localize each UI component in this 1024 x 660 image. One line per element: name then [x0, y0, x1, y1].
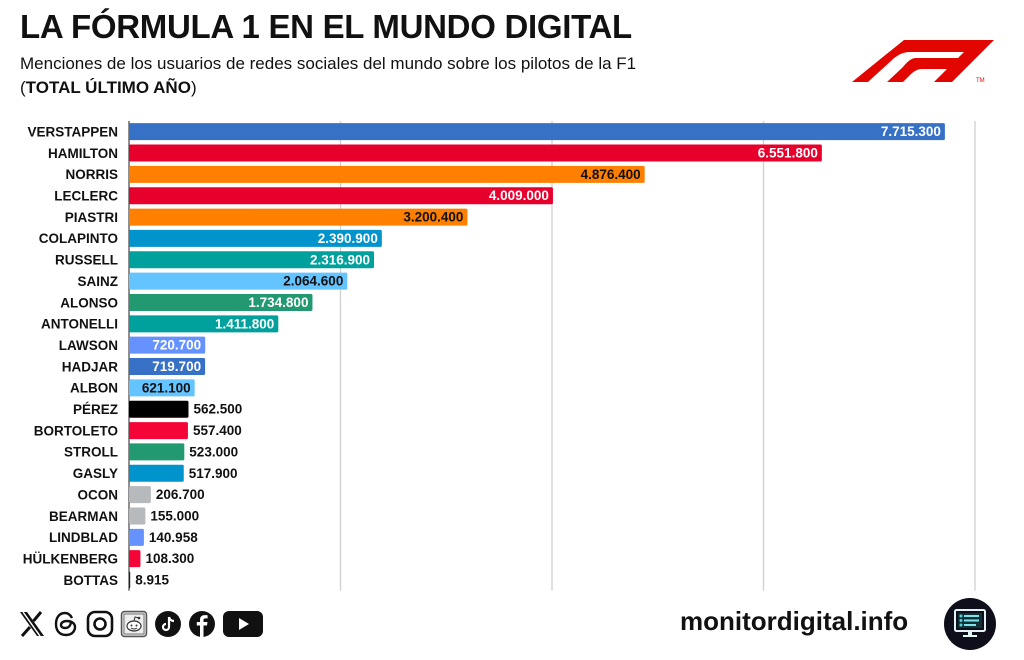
- data-label: 557.400: [193, 423, 242, 438]
- subtitle-period-open: (: [20, 78, 26, 97]
- reddit-icon[interactable]: [119, 609, 149, 639]
- bar: [129, 422, 188, 440]
- data-label: 7.715.300: [881, 124, 941, 139]
- category-label: ALBON: [70, 381, 118, 396]
- category-label: COLAPINTO: [39, 231, 118, 246]
- data-label: 2.064.600: [283, 274, 343, 289]
- data-label: 4.876.400: [581, 167, 641, 182]
- bar: [129, 550, 141, 568]
- bar: [129, 251, 375, 269]
- bar: [129, 571, 131, 589]
- tiktok-icon[interactable]: [153, 609, 183, 639]
- data-label: 2.390.900: [318, 231, 378, 246]
- subtitle-period-close: ): [190, 78, 197, 97]
- bar-chart: VERSTAPPEN 7.715.300 HAMILTON 6.551.800 NORR…: [23, 121, 976, 591]
- bar: [129, 358, 206, 376]
- data-label: 1.734.800: [248, 295, 308, 310]
- social-icons: [17, 609, 265, 639]
- bar: [129, 336, 206, 354]
- data-label: 517.900: [189, 466, 238, 481]
- category-label: BEARMAN: [49, 509, 118, 524]
- category-label: GASLY: [73, 466, 118, 481]
- category-label: ALONSO: [60, 295, 118, 310]
- data-label: 2.316.900: [310, 252, 370, 267]
- subtitle-period: (TOTAL ÚLTIMO AÑO): [20, 78, 197, 98]
- page-title: LA FÓRMULA 1 EN EL MUNDO DIGITAL: [20, 8, 632, 45]
- bar: [129, 187, 553, 205]
- data-label: 206.700: [156, 487, 205, 502]
- category-label: STROLL: [64, 445, 118, 460]
- site-url[interactable]: monitordigital.info: [680, 606, 909, 636]
- category-label: BOTTAS: [64, 573, 119, 588]
- data-label: 562.500: [193, 402, 242, 417]
- subtitle: Menciones de los usuarios de redes socia…: [20, 54, 637, 73]
- bar: [129, 272, 348, 290]
- category-label: ANTONELLI: [41, 317, 118, 332]
- bar: [129, 229, 382, 247]
- data-label: 155.000: [150, 508, 199, 523]
- data-label: 140.958: [149, 530, 198, 545]
- bar: [129, 293, 313, 311]
- category-label: OCON: [78, 487, 119, 502]
- x-icon[interactable]: [17, 609, 47, 639]
- category-label: LINDBLAD: [49, 530, 118, 545]
- data-label: 621.100: [142, 380, 191, 395]
- category-label: VERSTAPPEN: [27, 124, 118, 139]
- category-label: HAMILTON: [48, 146, 118, 161]
- svg-text:TM: TM: [976, 78, 985, 84]
- bar: [129, 400, 189, 418]
- category-label: RUSSELL: [55, 253, 118, 268]
- category-label: PIASTRI: [65, 210, 118, 225]
- youtube-icon[interactable]: [221, 609, 265, 639]
- category-label: BORTOLETO: [34, 423, 118, 438]
- facebook-icon[interactable]: [187, 609, 217, 639]
- data-label: 108.300: [145, 551, 194, 566]
- bar: [129, 144, 822, 162]
- category-label: HÜLKENBERG: [23, 551, 118, 566]
- data-label: 1.411.800: [215, 316, 274, 331]
- bar: [129, 123, 945, 141]
- data-label: 4.009.000: [489, 188, 549, 203]
- category-label: PÉREZ: [73, 402, 118, 417]
- bar: [129, 528, 144, 546]
- monitor-icon: [944, 598, 996, 650]
- data-label: 719.700: [152, 359, 201, 374]
- bar: [129, 165, 645, 183]
- category-label: LAWSON: [59, 338, 118, 353]
- bar: [129, 507, 146, 525]
- threads-icon[interactable]: [51, 609, 81, 639]
- data-label: 720.700: [152, 338, 201, 353]
- instagram-icon[interactable]: [85, 609, 115, 639]
- data-label: 3.200.400: [403, 210, 463, 225]
- bar: [129, 443, 185, 461]
- data-label: 8.915: [135, 573, 169, 588]
- category-label: LECLERC: [54, 189, 118, 204]
- bar: [129, 208, 468, 226]
- bar: [129, 379, 195, 397]
- data-label: 523.000: [189, 444, 238, 459]
- bar: [129, 315, 279, 333]
- f1-logo-icon: TM: [852, 40, 994, 84]
- subtitle-period-text: TOTAL ÚLTIMO AÑO: [25, 78, 191, 97]
- category-label: SAINZ: [78, 274, 119, 289]
- bar: [129, 464, 184, 482]
- category-label: NORRIS: [65, 167, 118, 182]
- category-label: HADJAR: [62, 359, 119, 374]
- data-label: 6.551.800: [758, 146, 818, 161]
- bar: [129, 486, 151, 504]
